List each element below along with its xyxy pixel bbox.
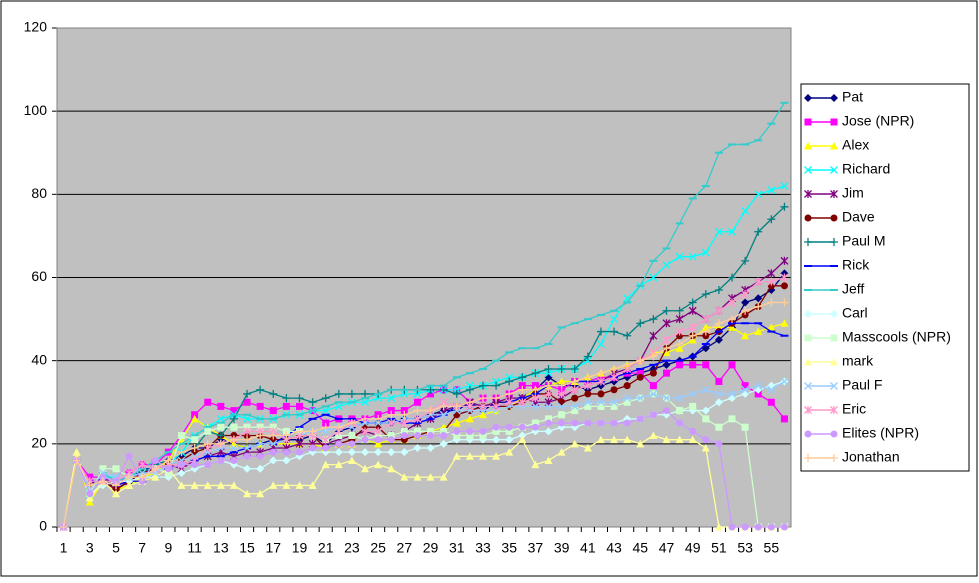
x-tick-label: 17 — [265, 540, 281, 556]
x-tick-label: 41 — [580, 540, 596, 556]
x-tick-label: 43 — [606, 540, 622, 556]
x-tick-label: 49 — [685, 540, 701, 556]
x-tick-label: 33 — [475, 540, 491, 556]
legend-label: Paul F — [842, 377, 882, 393]
legend-label: Jonathan — [842, 449, 900, 465]
x-tick-label: 39 — [554, 540, 570, 556]
legend-label: Dave — [842, 209, 875, 225]
x-tick-label: 25 — [370, 540, 386, 556]
x-tick-label: 37 — [528, 540, 544, 556]
legend-label: Jim — [842, 185, 864, 201]
legend-label: Alex — [842, 137, 869, 153]
x-tick-label: 53 — [737, 540, 753, 556]
y-tick-label: 20 — [31, 435, 47, 451]
x-tick-label: 45 — [632, 540, 648, 556]
x-tick-label: 35 — [501, 540, 517, 556]
x-tick-label: 31 — [449, 540, 465, 556]
legend-label: Jeff — [842, 281, 864, 297]
legend-label: Masscools (NPR) — [842, 329, 951, 345]
x-tick-label: 11 — [187, 540, 202, 556]
y-tick-label: 40 — [31, 351, 47, 367]
y-tick-label: 100 — [24, 102, 48, 118]
legend-label: Richard — [842, 161, 890, 177]
x-tick-label: 3 — [86, 540, 94, 556]
x-tick-label: 15 — [239, 540, 255, 556]
legend-label: Elites (NPR) — [842, 425, 919, 441]
x-tick-label: 19 — [292, 540, 308, 556]
y-tick-label: 80 — [31, 185, 47, 201]
x-tick-label: 5 — [112, 540, 120, 556]
x-tick-label: 7 — [138, 540, 146, 556]
x-tick-label: 29 — [423, 540, 439, 556]
x-tick-label: 23 — [344, 540, 360, 556]
y-tick-label: 120 — [24, 19, 48, 35]
legend-label: Jose (NPR) — [842, 113, 914, 129]
x-tick-label: 51 — [711, 540, 727, 556]
legend-label: Eric — [842, 401, 866, 417]
x-tick-label: 13 — [213, 540, 229, 556]
legend-label: Paul M — [842, 233, 886, 249]
legend-label: Pat — [842, 89, 863, 105]
x-tick-label: 21 — [318, 540, 334, 556]
x-tick-label: 9 — [165, 540, 173, 556]
y-tick-label: 60 — [31, 268, 47, 284]
legend-label: mark — [842, 353, 874, 369]
legend-label: Carl — [842, 305, 868, 321]
x-tick-label: 27 — [397, 540, 413, 556]
x-tick-label: 1 — [60, 540, 68, 556]
legend-box — [801, 84, 969, 471]
y-tick-label: 0 — [39, 518, 47, 534]
legend-label: Rick — [842, 257, 870, 273]
x-tick-label: 47 — [659, 540, 675, 556]
x-tick-label: 55 — [764, 540, 780, 556]
